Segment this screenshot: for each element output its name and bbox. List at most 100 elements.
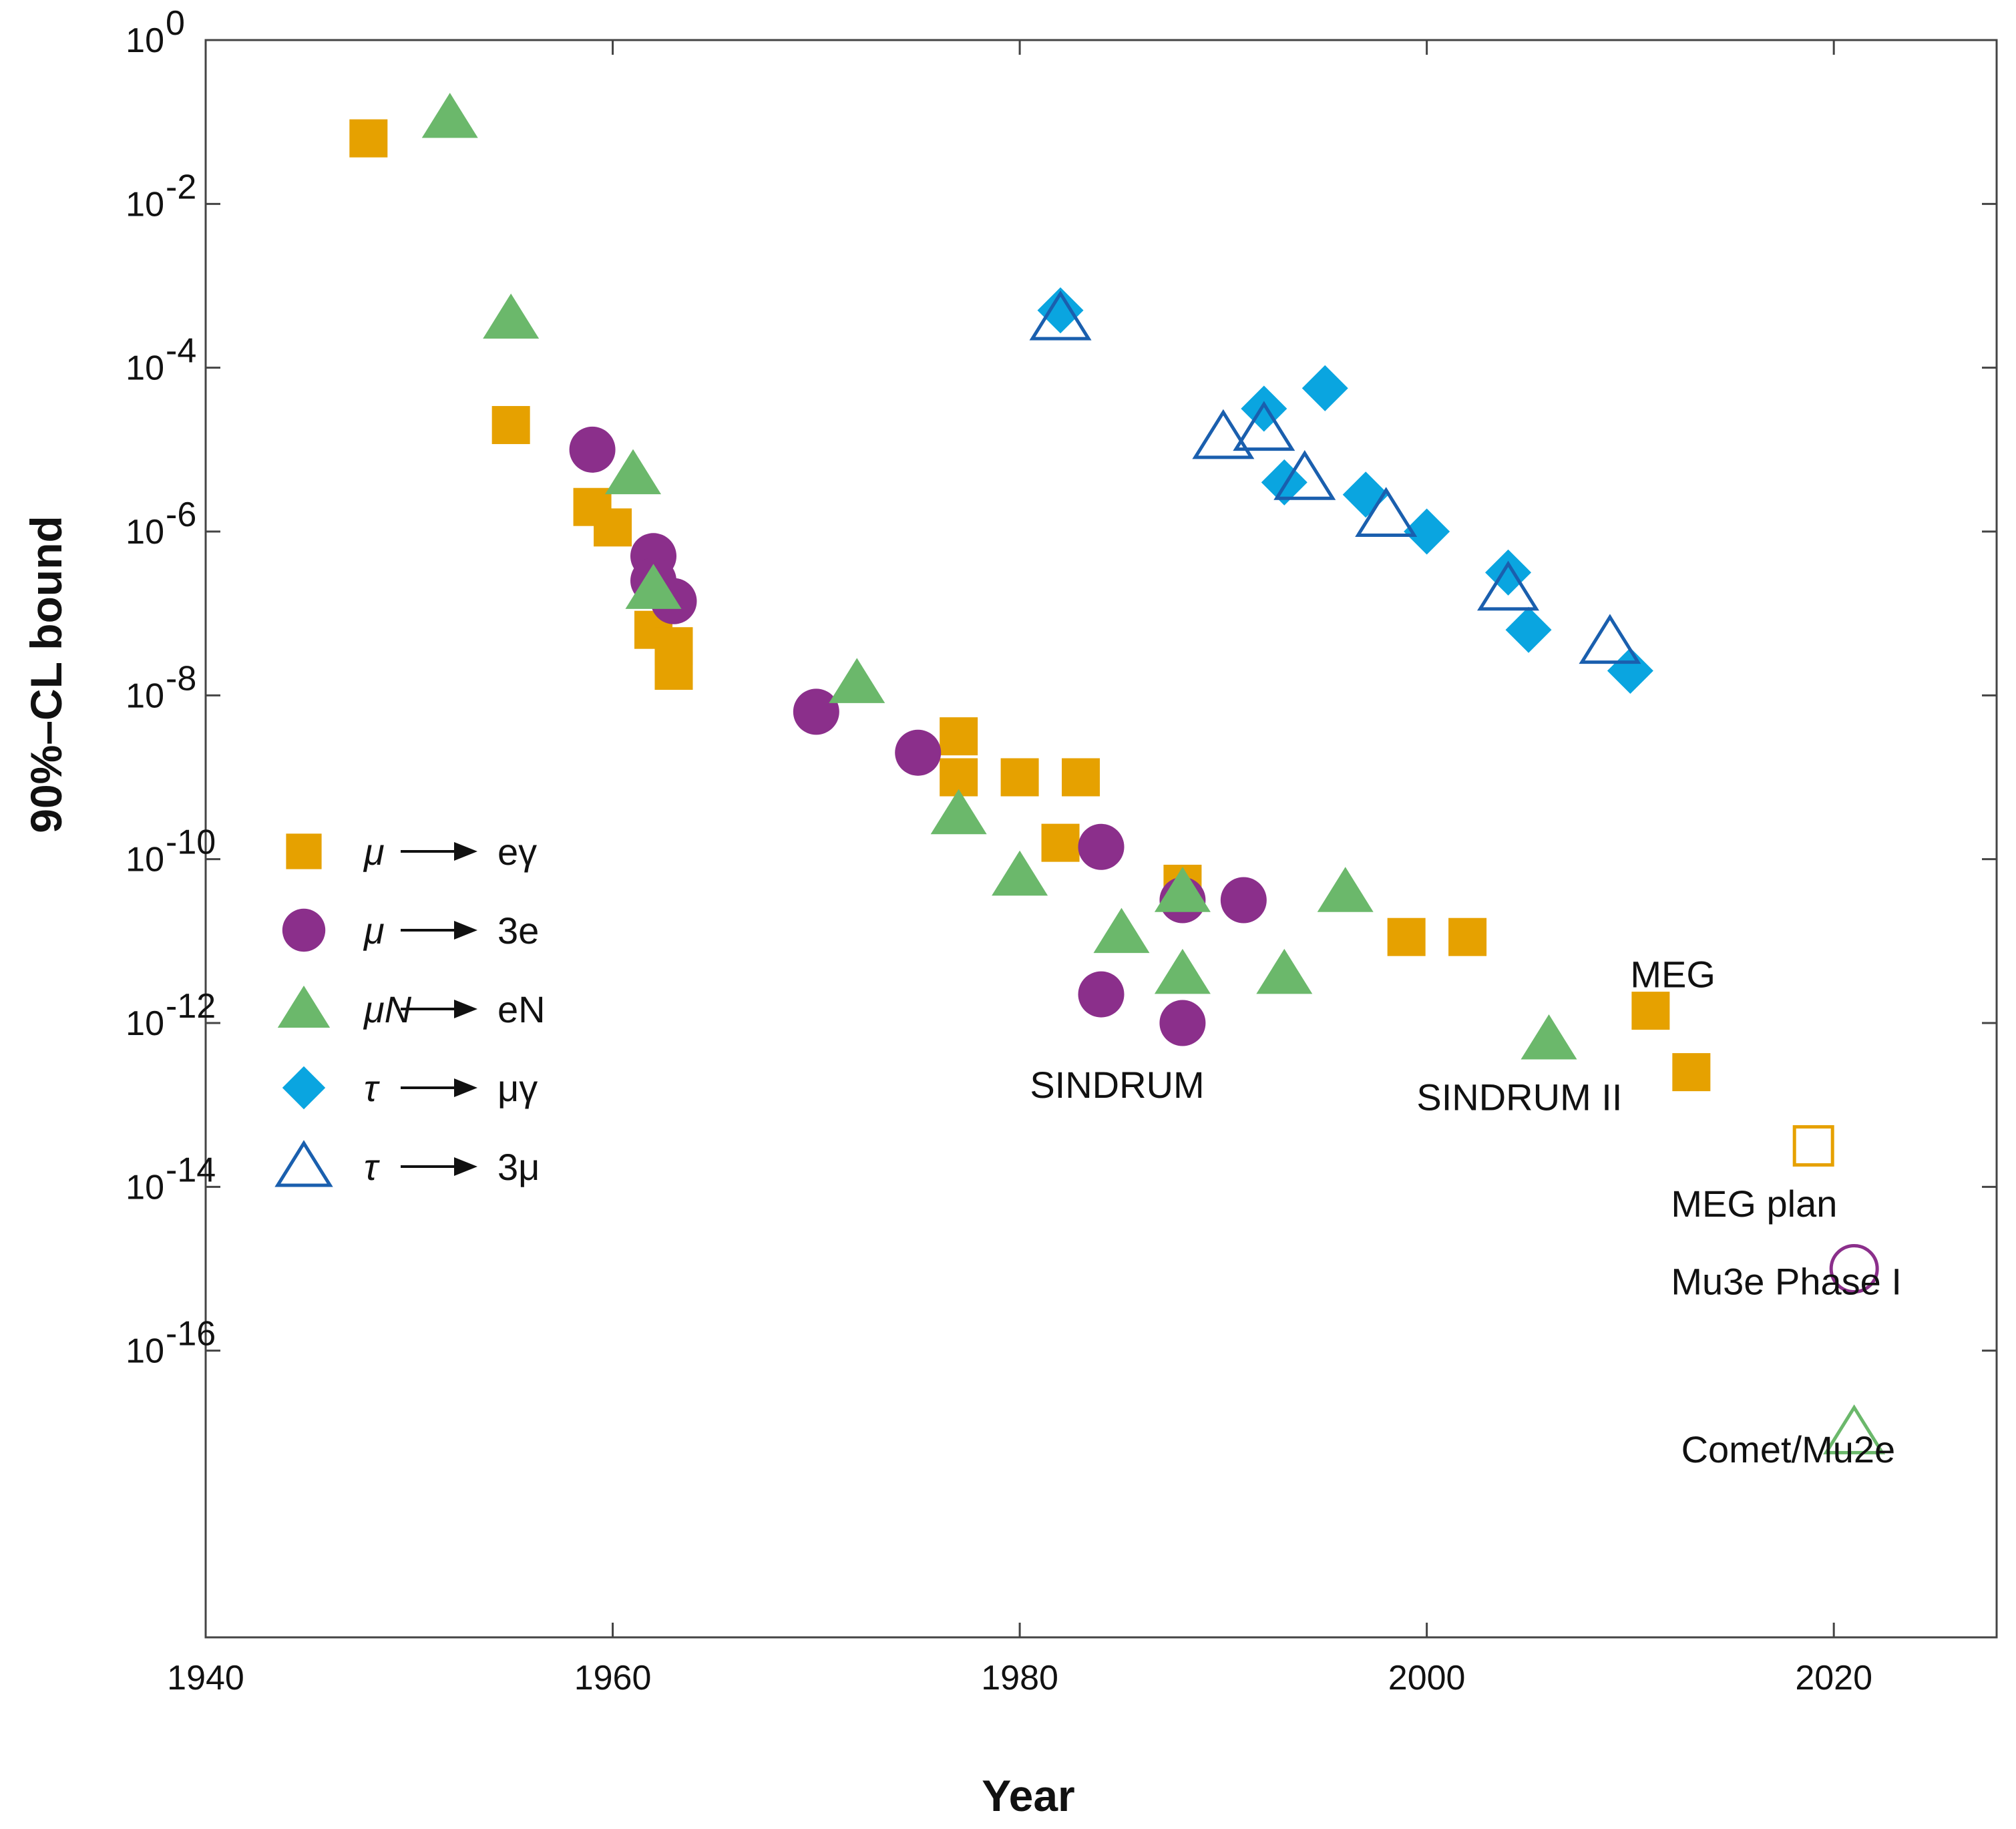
- legend-label-lhs: τ: [364, 1067, 380, 1109]
- x-axis-title: Year: [982, 1771, 1074, 1820]
- annotation-label: SINDRUM II: [1416, 1076, 1622, 1118]
- annotation-label: Mu3e Phase I: [1671, 1260, 1902, 1302]
- data-point-tau_to_3mu: [1355, 487, 1418, 537]
- data-point-mu_to_3e: [1078, 823, 1125, 870]
- x-tick-label: 2020: [1795, 1659, 1872, 1697]
- data-point-mu_to_e_gamma: [654, 652, 693, 690]
- y-tick-label: 10: [126, 841, 164, 879]
- data-point-mu_to_e_gamma: [594, 508, 632, 547]
- legend-label-rhs: 3e: [497, 909, 539, 952]
- y-tick-exponent: 0: [166, 4, 185, 43]
- y-tick-exponent: -2: [166, 168, 196, 206]
- data-point-tau_to_3mu: [1477, 560, 1540, 611]
- y-tick-base: 10: [126, 1332, 164, 1371]
- y-tick-base: 10: [126, 841, 164, 879]
- data-point-tau_to_3mu: [1029, 290, 1092, 341]
- y-tick-base: 10: [126, 1168, 164, 1207]
- legend-marker-tau_to_3mu: [274, 1140, 333, 1187]
- data-point-mu_to_e_gamma: [1062, 758, 1100, 797]
- y-tick-label: 10: [126, 1332, 164, 1371]
- data-point-mu_to_3e: [1078, 971, 1125, 1018]
- data-point-tau_to_mu_gamma: [1261, 459, 1307, 505]
- data-point-mu_to_3e: [793, 688, 839, 735]
- legend-arrow-head: [454, 1000, 477, 1018]
- y-tick-exponent: -4: [166, 332, 196, 371]
- data-point-tau_to_3mu: [1233, 401, 1295, 451]
- data-point-tau_to_3mu: [1273, 450, 1336, 500]
- annotation-label: MEG plan: [1671, 1183, 1837, 1225]
- y-tick-exponent: -10: [166, 823, 216, 862]
- y-tick-label: 10: [126, 676, 164, 715]
- legend-arrow-head: [454, 1157, 477, 1176]
- legend-label-lhs: μ: [363, 909, 385, 952]
- legend-arrow-head: [454, 1078, 477, 1097]
- data-point-tau_to_mu_gamma: [1607, 648, 1653, 694]
- data-point-mu_to_e_gamma: [1631, 992, 1670, 1030]
- y-tick-exponent: -12: [166, 987, 216, 1026]
- legend-label-rhs: 3μ: [497, 1146, 540, 1188]
- legend-label-lhs: τ: [364, 1146, 380, 1188]
- data-point-tau_to_mu_gamma: [1404, 508, 1450, 555]
- data-point-muN_to_eN: [930, 789, 987, 835]
- annotations: MEG SINDRUM SINDRUM II MEG plan Mu3e Phase I…: [1030, 953, 1902, 1470]
- data-point-future_plans: [1829, 1244, 1879, 1293]
- data-point-future_plans: [1823, 1404, 1886, 1454]
- y-tick-base: 10: [126, 21, 164, 60]
- data-point-muN_to_eN: [1256, 948, 1313, 994]
- data-point-muN_to_eN: [992, 850, 1048, 896]
- data-point-tau_to_3mu: [1579, 614, 1641, 664]
- plot-frame: [204, 39, 1998, 1639]
- data-point-muN_to_eN: [483, 293, 540, 339]
- legend-label-rhs: eN: [497, 988, 546, 1030]
- x-tick-label: 1960: [574, 1659, 652, 1697]
- legend-marker-mu_to_3e: [282, 908, 326, 952]
- annotation-label: SINDRUM: [1030, 1064, 1204, 1106]
- legend-marker-muN_to_eN: [277, 986, 331, 1028]
- data-point-muN_to_eN: [1154, 948, 1211, 994]
- axis-ticks: [204, 39, 1997, 1637]
- y-tick-label: 10: [126, 185, 164, 224]
- data-point-muN_to_eN: [421, 93, 478, 138]
- legend-label-rhs: μγ: [497, 1067, 538, 1109]
- x-tick-label: 1940: [167, 1659, 244, 1697]
- data-point-mu_to_e_gamma: [1672, 1053, 1711, 1092]
- data-point-muN_to_eN: [605, 449, 662, 495]
- x-tick-label: 2000: [1388, 1659, 1466, 1697]
- data-point-mu_to_e_gamma: [1448, 918, 1487, 956]
- data-point-mu_to_e_gamma: [1041, 823, 1080, 862]
- legend-marker-tau_to_mu_gamma: [282, 1066, 326, 1110]
- data-points: [349, 93, 1886, 1454]
- data-point-mu_to_e_gamma: [349, 119, 388, 158]
- data-point-mu_to_e_gamma: [1387, 918, 1426, 956]
- y-tick-base: 10: [126, 513, 164, 552]
- data-point-tau_to_mu_gamma: [1505, 606, 1552, 653]
- data-point-mu_to_e_gamma: [1000, 758, 1039, 797]
- y-tick-exponent: -14: [166, 1151, 216, 1189]
- y-tick-label: 10: [126, 21, 164, 60]
- data-point-tau_to_3mu: [1192, 409, 1255, 459]
- y-tick-base: 10: [126, 676, 164, 715]
- data-point-mu_to_e_gamma: [491, 406, 530, 445]
- data-point-mu_to_3e: [895, 729, 942, 776]
- y-tick-base: 10: [126, 1004, 164, 1043]
- y-tick-label: 10: [126, 1168, 164, 1207]
- legend-arrow-head: [454, 842, 477, 861]
- annotation-label: MEG: [1630, 953, 1716, 995]
- data-point-muN_to_eN: [1154, 867, 1211, 912]
- legend-label-lhs: μ: [363, 831, 385, 873]
- data-point-mu_to_3e: [569, 426, 616, 473]
- annotation-label: Comet/Mu2e: [1681, 1428, 1896, 1470]
- y-tick-base: 10: [126, 185, 164, 224]
- legend-label-rhs: eγ: [497, 831, 537, 873]
- data-point-future_plans: [1792, 1125, 1834, 1167]
- data-point-tau_to_mu_gamma: [1241, 385, 1287, 432]
- y-tick-label: 10: [126, 1004, 164, 1043]
- y-tick-label: 10: [126, 513, 164, 552]
- data-point-muN_to_eN: [829, 658, 885, 703]
- data-point-muN_to_eN: [625, 564, 682, 609]
- legend-arrow-head: [454, 921, 477, 940]
- data-point-mu_to_3e: [1220, 877, 1267, 924]
